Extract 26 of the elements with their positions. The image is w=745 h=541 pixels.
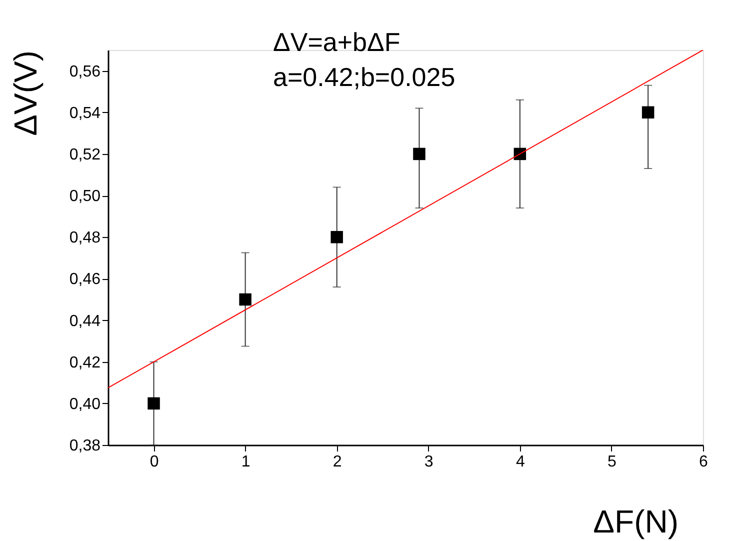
x-tick-label: 4 [516, 454, 525, 470]
y-tick-label: 0,46 [69, 271, 101, 288]
annotation: a=0.42;b=0.025 [273, 62, 456, 92]
x-tick-label: 2 [332, 454, 342, 470]
x-tick-label: 1 [241, 454, 250, 470]
y-tick-label: 0,38 [69, 438, 101, 454]
y-tick-label: 0,44 [69, 312, 101, 330]
x-tick-label: 5 [608, 454, 617, 470]
y-tick-label: 0,40 [69, 396, 101, 413]
point [148, 397, 160, 410]
y-tick-label: 0,48 [69, 230, 101, 247]
y-tick-label: 0,56 [69, 63, 101, 80]
y-tick-label: 0,54 [69, 104, 101, 122]
point [413, 148, 426, 160]
x-tick-label: 3 [424, 454, 434, 470]
annotation: ΔV=a+bΔF [273, 27, 400, 57]
x-tick-label: 6 [699, 454, 708, 470]
point [642, 106, 654, 118]
y-tick-label: 0,50 [69, 188, 101, 206]
point [239, 293, 252, 306]
y-tick-label: 0,42 [69, 354, 101, 372]
y-tick-label: 0,52 [69, 146, 101, 164]
x-axis-title: ΔF(N) [593, 504, 678, 540]
y-axis-title: ΔV(V) [8, 50, 44, 136]
x-tick-label: 0 [150, 454, 159, 470]
point [330, 230, 343, 244]
